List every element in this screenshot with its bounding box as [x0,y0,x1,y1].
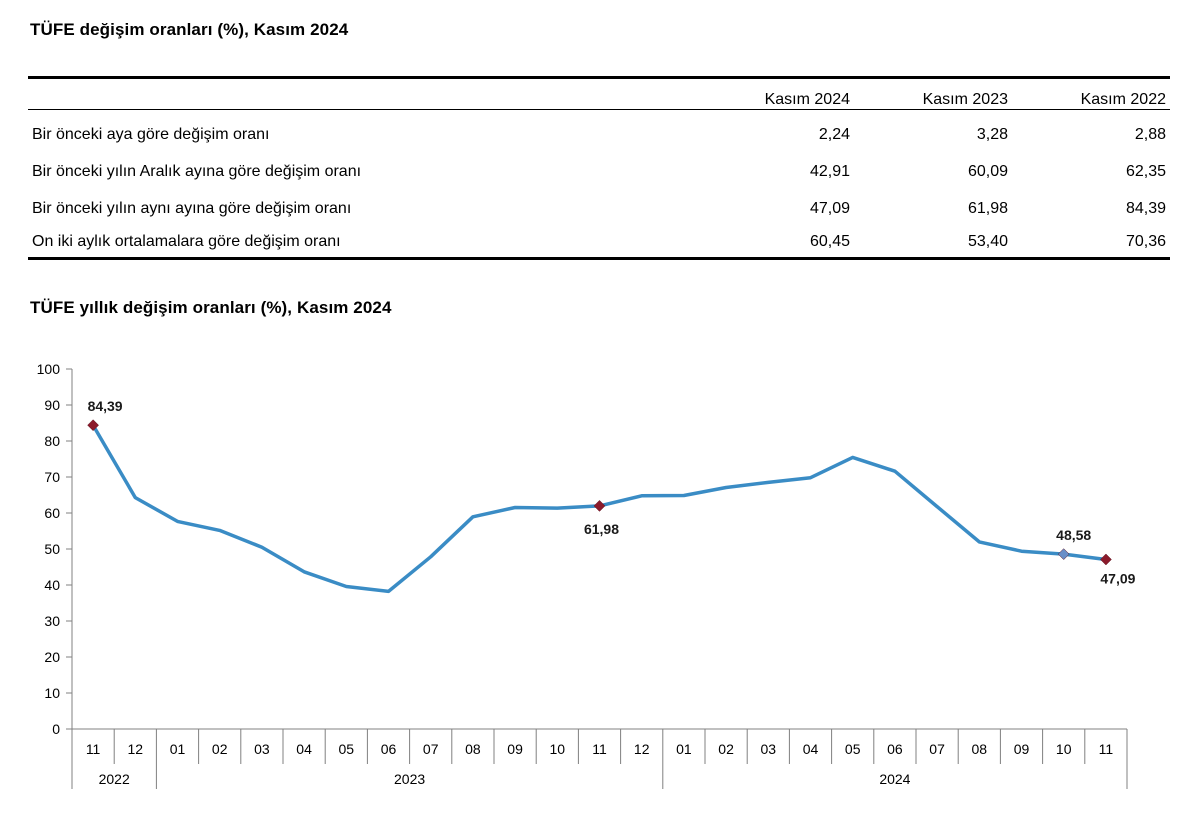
x-tick-label: 02 [718,741,734,757]
data-point-marker [1057,548,1070,560]
table-cell: 2,24 [818,125,850,143]
table-cell: 2,88 [1134,125,1166,143]
x-tick-label: 01 [170,741,186,757]
table-cell: 42,91 [809,162,850,180]
x-tick-label: 10 [550,741,566,757]
chart-markers: 84,39 61,98 48,58 47,09 [87,398,1136,586]
x-tick-label: 11 [86,741,101,757]
table-cell: 3,28 [976,125,1008,143]
x-tick-label: 09 [1014,741,1030,757]
data-label: 84,39 [88,398,123,414]
x-tick-label: 08 [465,741,481,757]
year-label: 2024 [879,771,910,787]
y-tick-label: 10 [44,685,60,701]
row-label: Bir önceki aya göre değişim oranı [32,125,270,143]
year-label: 2022 [99,771,130,787]
table-cell: 60,45 [809,233,850,250]
y-axis-ticks: 0 10 20 30 40 50 60 70 80 90 100 [37,361,72,737]
chart-axes [71,369,1127,730]
data-point-marker [1100,553,1112,566]
x-tick-label: 08 [972,741,988,757]
table-title: TÜFE değişim oranları (%), Kasım 2024 [30,20,349,39]
x-tick-label: 03 [761,741,777,757]
x-axis-ticks: 11 12 01 02 03 04 05 06 07 08 09 10 11 12 01 02 03 04 05 06… [71,729,1128,764]
y-tick-label: 80 [44,433,60,449]
table-cell: 84,39 [1125,199,1166,217]
row-label: On iki aylık ortalamalara göre değişim o… [32,233,341,250]
x-tick-label: 04 [803,741,819,757]
data-label: 48,58 [1056,527,1091,543]
header-spacer [28,78,696,110]
chart-title: TÜFE yıllık değişim oranları (%), Kasım … [30,298,392,317]
y-tick-label: 50 [44,541,60,557]
table-row: Bir önceki aya göre değişim oranı 2,24 3… [28,110,1170,154]
column-header: Kasım 2023 [922,91,1008,108]
x-tick-label: 05 [339,741,355,757]
x-axis-year-groups: 2022 2023 2024 [71,764,1128,789]
y-tick-label: 30 [44,613,60,629]
data-point-marker [87,419,99,432]
x-tick-label: 05 [845,741,861,757]
x-tick-label: 04 [296,741,312,757]
x-tick-label: 11 [1099,741,1114,757]
table-cell: 60,09 [967,162,1008,180]
table-row: Bir önceki yılın Aralık ayına göre değiş… [28,153,1170,190]
x-tick-label: 03 [254,741,270,757]
table-row: Bir önceki yılın aynı ayına göre değişim… [28,190,1170,227]
x-tick-label: 06 [381,741,397,757]
y-tick-label: 70 [44,469,60,485]
x-tick-label: 07 [423,741,439,757]
table-cell: 62,35 [1125,162,1166,180]
table-header-row: Kasım 2024 Kasım 2023 Kasım 2022 [28,77,1170,110]
x-tick-label: 06 [887,741,903,757]
data-label: 61,98 [584,521,619,537]
x-tick-label: 02 [212,741,228,757]
data-label: 47,09 [1100,570,1135,586]
y-tick-label: 20 [44,649,60,665]
y-tick-label: 90 [44,397,60,413]
x-tick-label: 12 [634,741,650,757]
table-row: On iki aylık ortalamalara göre değişim o… [28,227,1170,259]
table-cell: 47,09 [809,199,850,217]
x-tick-label: 11 [592,741,607,757]
x-tick-label: 10 [1056,741,1072,757]
change-rates-table: Kasım 2024 Kasım 2023 Kasım 2022 Bir önc… [28,76,1170,260]
data-point-marker [593,500,606,512]
year-label: 2023 [394,771,425,787]
table-cell: 70,36 [1125,233,1166,250]
row-label: Bir önceki yılın Aralık ayına göre değiş… [32,162,362,180]
x-tick-label: 07 [929,741,945,757]
x-tick-label: 09 [507,741,523,757]
table-cell: 61,98 [967,199,1008,217]
y-tick-label: 0 [52,721,60,737]
y-tick-label: 60 [44,505,60,521]
table-cell: 53,40 [967,233,1008,250]
column-header: Kasım 2024 [764,91,850,108]
y-tick-label: 100 [37,361,61,377]
row-label: Bir önceki yılın aynı ayına göre değişim… [32,199,352,217]
y-tick-label: 40 [44,577,60,593]
x-tick-label: 01 [676,741,692,757]
column-header: Kasım 2022 [1080,91,1166,108]
x-tick-label: 12 [128,741,144,757]
